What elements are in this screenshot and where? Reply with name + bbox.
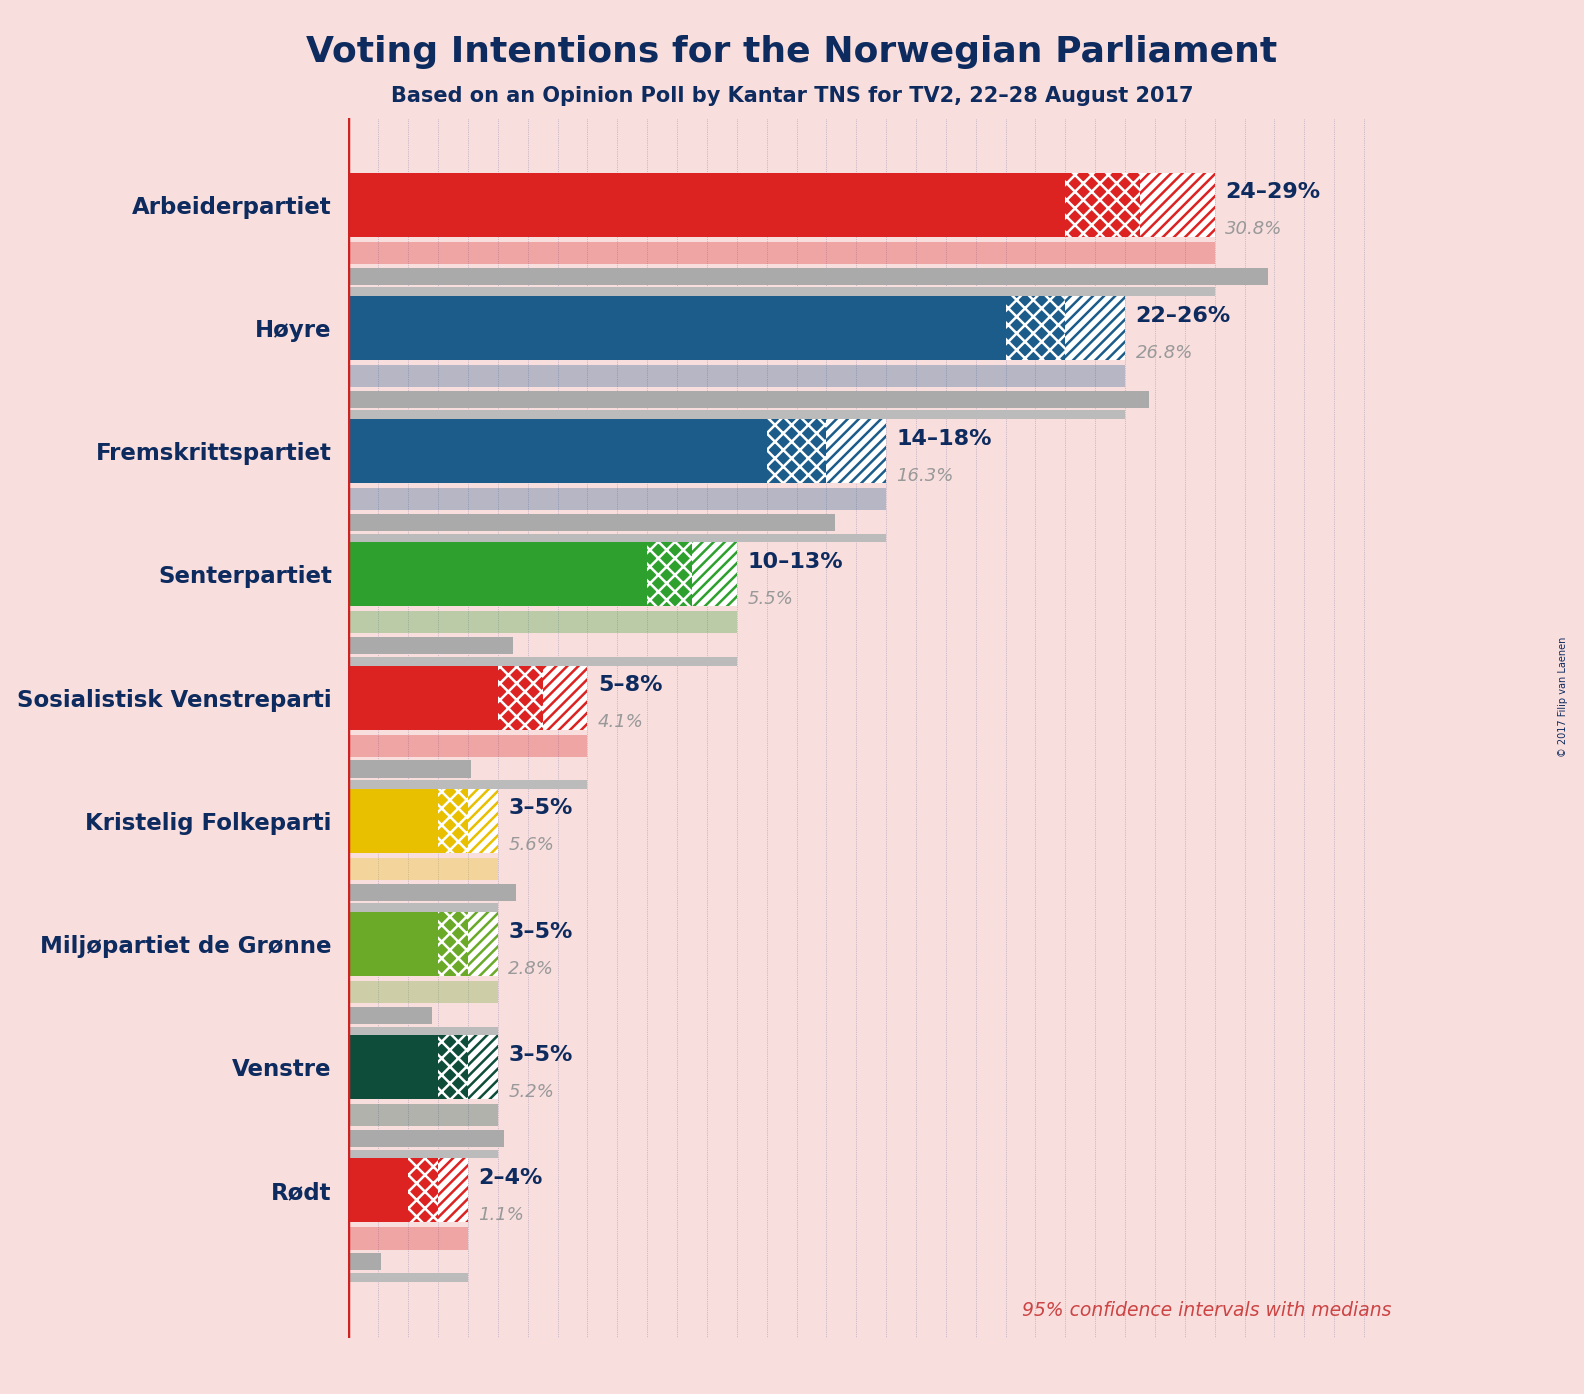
Bar <box>348 857 497 880</box>
Bar <box>348 410 1125 420</box>
Text: 5.6%: 5.6% <box>508 836 554 855</box>
Text: 1.1%: 1.1% <box>478 1206 524 1224</box>
Bar <box>543 665 588 729</box>
Bar <box>409 1158 439 1223</box>
Bar <box>348 760 470 778</box>
Bar <box>827 420 885 484</box>
Text: 26.8%: 26.8% <box>1136 343 1193 361</box>
Bar <box>439 1036 467 1100</box>
Bar <box>467 1036 497 1100</box>
Bar <box>1066 296 1125 360</box>
Text: 3–5%: 3–5% <box>508 921 573 942</box>
Bar <box>439 789 467 853</box>
Bar <box>467 789 497 853</box>
Bar <box>348 781 588 789</box>
Bar <box>348 1006 432 1025</box>
Bar <box>348 637 513 654</box>
Bar <box>348 390 1148 408</box>
Bar <box>1140 173 1215 237</box>
Text: 95% confidence intervals with medians: 95% confidence intervals with medians <box>1022 1301 1391 1320</box>
Bar <box>348 287 1215 296</box>
Bar <box>692 542 737 606</box>
Bar <box>348 1158 409 1223</box>
Bar <box>348 735 588 757</box>
Bar <box>348 657 737 665</box>
Text: 5.2%: 5.2% <box>508 1083 554 1101</box>
Bar <box>648 542 692 606</box>
Text: 14–18%: 14–18% <box>897 429 992 449</box>
Text: Based on an Opinion Poll by Kantar TNS for TV2, 22–28 August 2017: Based on an Opinion Poll by Kantar TNS f… <box>391 86 1193 106</box>
Text: 2.8%: 2.8% <box>508 959 554 977</box>
Text: Voting Intentions for the Norwegian Parliament: Voting Intentions for the Norwegian Parl… <box>306 35 1278 68</box>
Bar <box>543 665 588 729</box>
Bar <box>348 1253 382 1270</box>
Bar <box>348 365 1125 388</box>
Text: 22–26%: 22–26% <box>1136 305 1231 326</box>
Bar <box>348 268 1269 284</box>
Bar <box>348 420 767 484</box>
Bar <box>767 420 827 484</box>
Bar <box>1066 296 1125 360</box>
Bar <box>467 789 497 853</box>
Bar <box>348 488 885 510</box>
Bar <box>348 884 516 901</box>
Text: 3–5%: 3–5% <box>508 799 573 818</box>
Bar <box>348 981 497 1004</box>
Bar <box>348 912 439 976</box>
Bar <box>827 420 885 484</box>
Bar <box>439 912 467 976</box>
Bar <box>348 241 1215 263</box>
Bar <box>348 514 835 531</box>
Bar <box>1066 173 1140 237</box>
Bar <box>348 296 1006 360</box>
Text: 30.8%: 30.8% <box>1224 220 1283 238</box>
Bar <box>348 542 648 606</box>
Text: 10–13%: 10–13% <box>748 552 843 572</box>
Bar <box>348 789 439 853</box>
Text: 3–5%: 3–5% <box>508 1046 573 1065</box>
Text: 4.1%: 4.1% <box>597 714 643 732</box>
Bar <box>348 903 497 912</box>
Text: 2–4%: 2–4% <box>478 1168 543 1188</box>
Text: 5–8%: 5–8% <box>597 675 662 696</box>
Text: 24–29%: 24–29% <box>1224 183 1321 202</box>
Bar <box>348 1227 467 1249</box>
Bar <box>467 912 497 976</box>
Bar <box>348 1104 497 1126</box>
Bar <box>467 912 497 976</box>
Bar <box>439 1158 467 1223</box>
Bar <box>348 665 497 729</box>
Bar <box>1140 173 1215 237</box>
Text: 5.5%: 5.5% <box>748 590 794 608</box>
Bar <box>348 1131 504 1147</box>
Text: 16.3%: 16.3% <box>897 467 954 485</box>
Bar <box>1006 296 1066 360</box>
Bar <box>348 1273 467 1281</box>
Bar <box>467 1036 497 1100</box>
Bar <box>348 1026 497 1036</box>
Bar <box>348 173 1066 237</box>
Bar <box>497 665 543 729</box>
Bar <box>348 534 885 542</box>
Bar <box>348 1150 497 1158</box>
Bar <box>348 612 737 633</box>
Bar <box>692 542 737 606</box>
Bar <box>439 1158 467 1223</box>
Bar <box>348 1036 439 1100</box>
Text: © 2017 Filip van Laenen: © 2017 Filip van Laenen <box>1559 637 1568 757</box>
